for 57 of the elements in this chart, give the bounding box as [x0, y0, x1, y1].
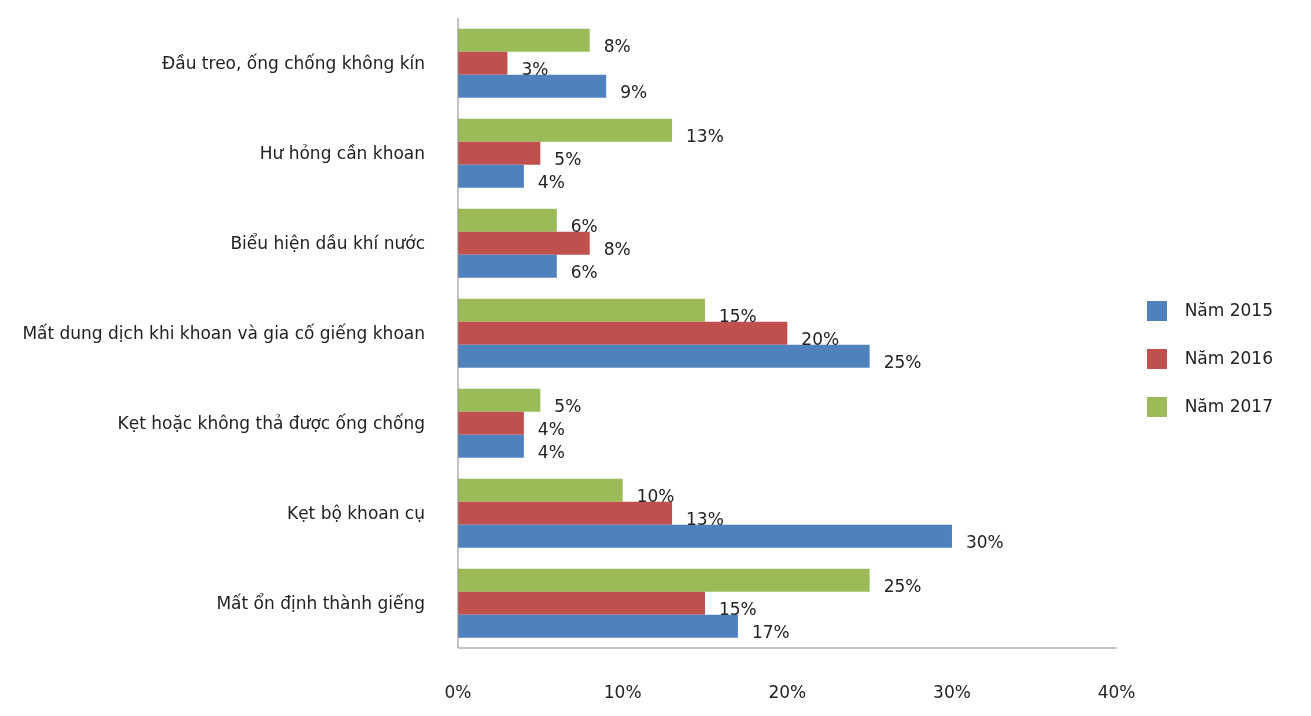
- bar: [458, 28, 590, 52]
- data-label: 8%: [603, 36, 631, 57]
- bar: [458, 434, 524, 458]
- data-label: 17%: [751, 622, 790, 643]
- bar: [458, 524, 952, 548]
- bar: [458, 51, 508, 75]
- y-tick-label: Đầu treo, ống chống không kín: [162, 53, 425, 74]
- legend-label: Năm 2016: [1184, 348, 1273, 368]
- bar: [458, 591, 705, 615]
- bar: [458, 478, 623, 502]
- data-label: 9%: [620, 82, 648, 103]
- data-label: 10%: [636, 486, 675, 507]
- y-tick-label: Biểu hiện dầu khí nước: [230, 233, 425, 254]
- bar: [458, 614, 738, 638]
- y-tick-label: Kẹt bộ khoan cụ: [286, 503, 425, 524]
- data-label: 25%: [883, 576, 922, 597]
- bar: [458, 388, 541, 412]
- data-label: 13%: [686, 126, 724, 147]
- data-label: 6%: [570, 262, 598, 283]
- bar: [458, 298, 705, 322]
- data-label: 5%: [554, 396, 582, 417]
- data-label: 30%: [965, 532, 1004, 553]
- data-label: 4%: [537, 419, 565, 440]
- data-label: 13%: [686, 509, 724, 530]
- x-tick-label: 40%: [1097, 682, 1136, 703]
- data-label: 25%: [883, 352, 922, 373]
- x-tick-label: 20%: [768, 682, 807, 703]
- bar: [458, 141, 541, 165]
- bar: [458, 321, 788, 345]
- bar: [458, 501, 673, 525]
- x-tick-label: 10%: [603, 682, 642, 703]
- data-label: 15%: [718, 306, 757, 327]
- data-label: 6%: [570, 216, 598, 237]
- data-label: 8%: [603, 239, 631, 260]
- legend-label: Năm 2017: [1184, 396, 1273, 416]
- x-tick-label: 0%: [444, 682, 472, 703]
- y-tick-label: Hư hỏng cần khoan: [259, 143, 425, 164]
- bar: [458, 411, 524, 435]
- bar: [458, 254, 557, 278]
- bar: [458, 164, 524, 188]
- data-label: 15%: [718, 599, 757, 620]
- data-label: 5%: [554, 149, 582, 170]
- data-label: 20%: [801, 329, 840, 350]
- y-tick-label: Mất ổn định thành giếng: [216, 593, 425, 614]
- bar: [458, 231, 590, 255]
- y-tick-label: Mất dung dịch khi khoan và gia cố giếng khoan: [22, 323, 425, 344]
- legend-label: Năm 2015: [1184, 300, 1273, 320]
- x-tick-label: 30%: [933, 682, 971, 703]
- bar: [458, 118, 673, 142]
- bar: [458, 74, 607, 98]
- data-label: 4%: [537, 172, 565, 193]
- data-label: 3%: [521, 59, 549, 80]
- bar: [458, 208, 557, 232]
- y-tick-label: Kẹt hoặc không thả được ống chống: [117, 413, 425, 434]
- bar: [458, 344, 870, 368]
- data-label: 4%: [537, 442, 565, 463]
- bar: [458, 568, 870, 592]
